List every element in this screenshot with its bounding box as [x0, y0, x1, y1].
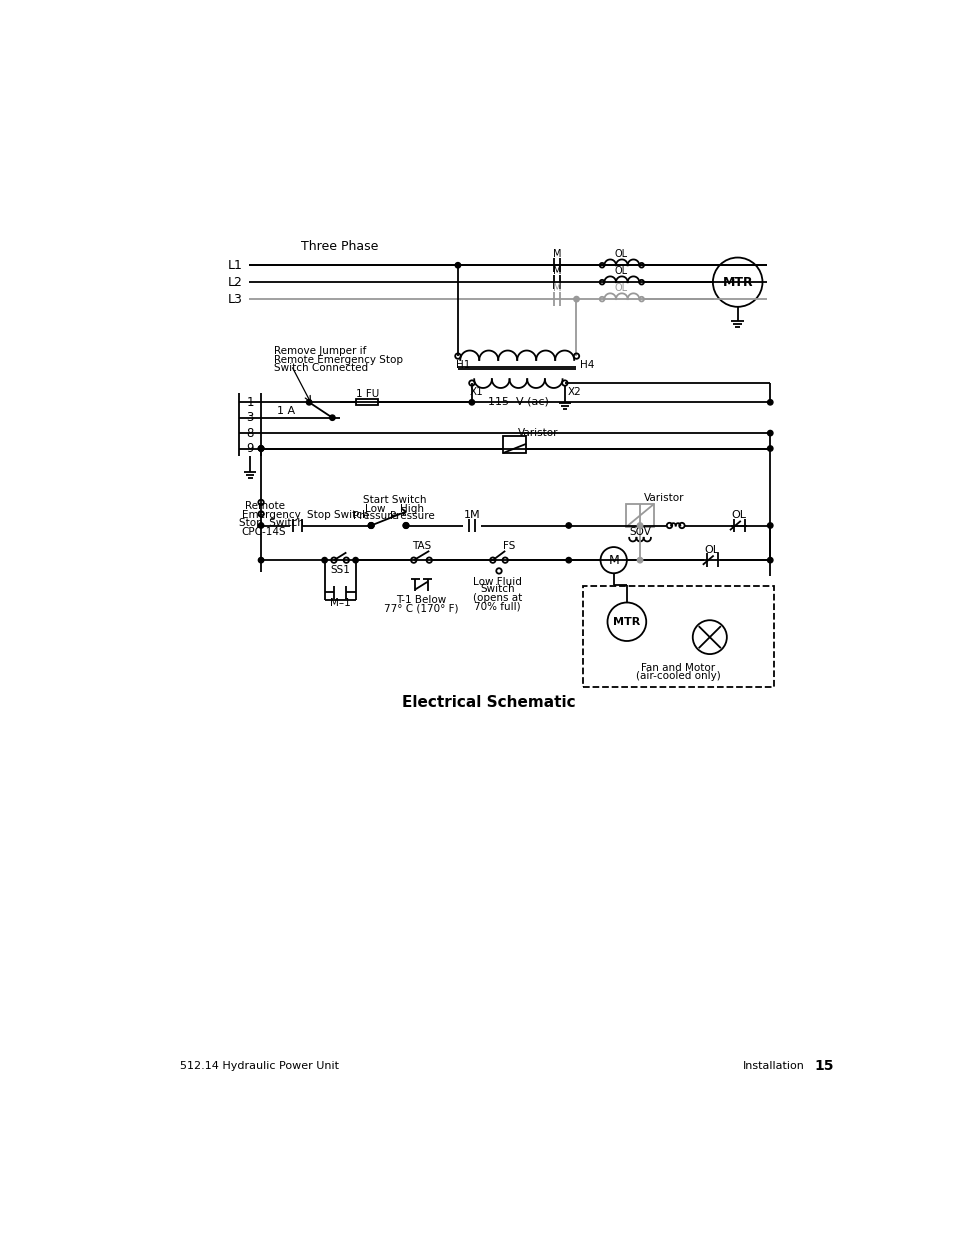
Circle shape	[767, 400, 772, 405]
Text: SS1: SS1	[330, 566, 350, 576]
Text: M: M	[608, 553, 618, 567]
Text: 8: 8	[246, 426, 253, 440]
Text: (air-cooled only): (air-cooled only)	[635, 672, 720, 682]
Text: H4: H4	[579, 359, 594, 369]
Text: OL: OL	[615, 249, 627, 259]
Text: OL: OL	[615, 267, 627, 277]
Text: FS: FS	[502, 541, 515, 551]
Circle shape	[258, 446, 264, 451]
Text: MTR: MTR	[613, 616, 639, 626]
Circle shape	[637, 557, 642, 563]
Text: M: M	[553, 267, 560, 277]
Circle shape	[330, 415, 335, 420]
Text: OL: OL	[731, 510, 746, 520]
Circle shape	[767, 446, 772, 451]
Bar	[625, 504, 654, 527]
Circle shape	[469, 400, 474, 405]
Text: M: M	[553, 283, 560, 294]
Circle shape	[353, 557, 358, 563]
Text: Switch Connected: Switch Connected	[274, 363, 368, 373]
Text: SOV: SOV	[628, 526, 650, 537]
Circle shape	[258, 446, 264, 451]
Text: Pressure: Pressure	[353, 511, 397, 521]
Text: Remote Emergency Stop: Remote Emergency Stop	[274, 354, 403, 366]
Bar	[502, 436, 525, 453]
Text: Stop Switch: Stop Switch	[307, 510, 368, 520]
Circle shape	[565, 557, 571, 563]
Text: Stop  Switch: Stop Switch	[239, 519, 304, 529]
Text: 15: 15	[814, 1060, 833, 1073]
Text: 9: 9	[246, 442, 253, 454]
Text: 77° C (170° F): 77° C (170° F)	[384, 604, 458, 614]
Text: Varistor: Varistor	[517, 429, 558, 438]
Text: Pressure: Pressure	[390, 511, 435, 521]
Text: Varistor: Varistor	[643, 493, 683, 503]
Text: 512.14 Hydraulic Power Unit: 512.14 Hydraulic Power Unit	[179, 1061, 338, 1071]
Text: M: M	[553, 249, 560, 259]
Text: 1: 1	[246, 395, 253, 409]
Text: Remove Jumper if: Remove Jumper if	[274, 347, 366, 357]
Text: L3: L3	[228, 293, 242, 305]
Text: T-1 Below: T-1 Below	[395, 595, 446, 605]
Text: MTR: MTR	[721, 275, 752, 289]
Text: 1 FU: 1 FU	[355, 389, 378, 399]
Text: 115  V (ac): 115 V (ac)	[487, 396, 548, 406]
Circle shape	[368, 522, 374, 529]
Circle shape	[767, 522, 772, 529]
Text: (opens at: (opens at	[473, 593, 521, 603]
Text: Emergency: Emergency	[241, 510, 300, 520]
Text: X2: X2	[567, 387, 581, 396]
Circle shape	[258, 557, 264, 563]
Text: 70% full): 70% full)	[474, 601, 520, 611]
Text: M–1: M–1	[330, 598, 350, 609]
Text: High: High	[399, 504, 424, 514]
Text: X1: X1	[469, 387, 483, 396]
Circle shape	[306, 400, 312, 405]
Circle shape	[565, 522, 571, 529]
Text: Electrical Schematic: Electrical Schematic	[402, 695, 575, 710]
Circle shape	[637, 522, 642, 529]
Text: L1: L1	[228, 259, 242, 272]
Text: 1 A: 1 A	[276, 406, 294, 416]
Text: Low Fluid: Low Fluid	[473, 577, 521, 587]
Circle shape	[573, 296, 578, 301]
Circle shape	[403, 522, 408, 529]
Text: Switch: Switch	[479, 584, 515, 594]
Text: 1M: 1M	[463, 510, 479, 520]
Circle shape	[455, 263, 460, 268]
Text: 3: 3	[246, 411, 253, 424]
Bar	[356, 399, 377, 405]
Text: Low: Low	[364, 504, 385, 514]
Bar	[582, 585, 773, 687]
Text: Fan and Motor: Fan and Motor	[640, 663, 715, 673]
Circle shape	[368, 522, 374, 529]
Circle shape	[258, 522, 264, 529]
Text: OL: OL	[615, 283, 627, 294]
Text: TAS: TAS	[412, 541, 431, 551]
Circle shape	[767, 431, 772, 436]
Text: Remote: Remote	[245, 501, 285, 511]
Text: H1: H1	[456, 359, 470, 369]
Circle shape	[258, 446, 264, 451]
Text: Installation: Installation	[742, 1061, 804, 1071]
Text: OL: OL	[704, 545, 719, 556]
Text: L2: L2	[228, 275, 242, 289]
Text: Three Phase: Three Phase	[301, 241, 378, 253]
Text: Start Switch: Start Switch	[362, 495, 426, 505]
Text: CPC-14S: CPC-14S	[241, 526, 286, 537]
Circle shape	[321, 557, 327, 563]
Circle shape	[767, 557, 772, 563]
